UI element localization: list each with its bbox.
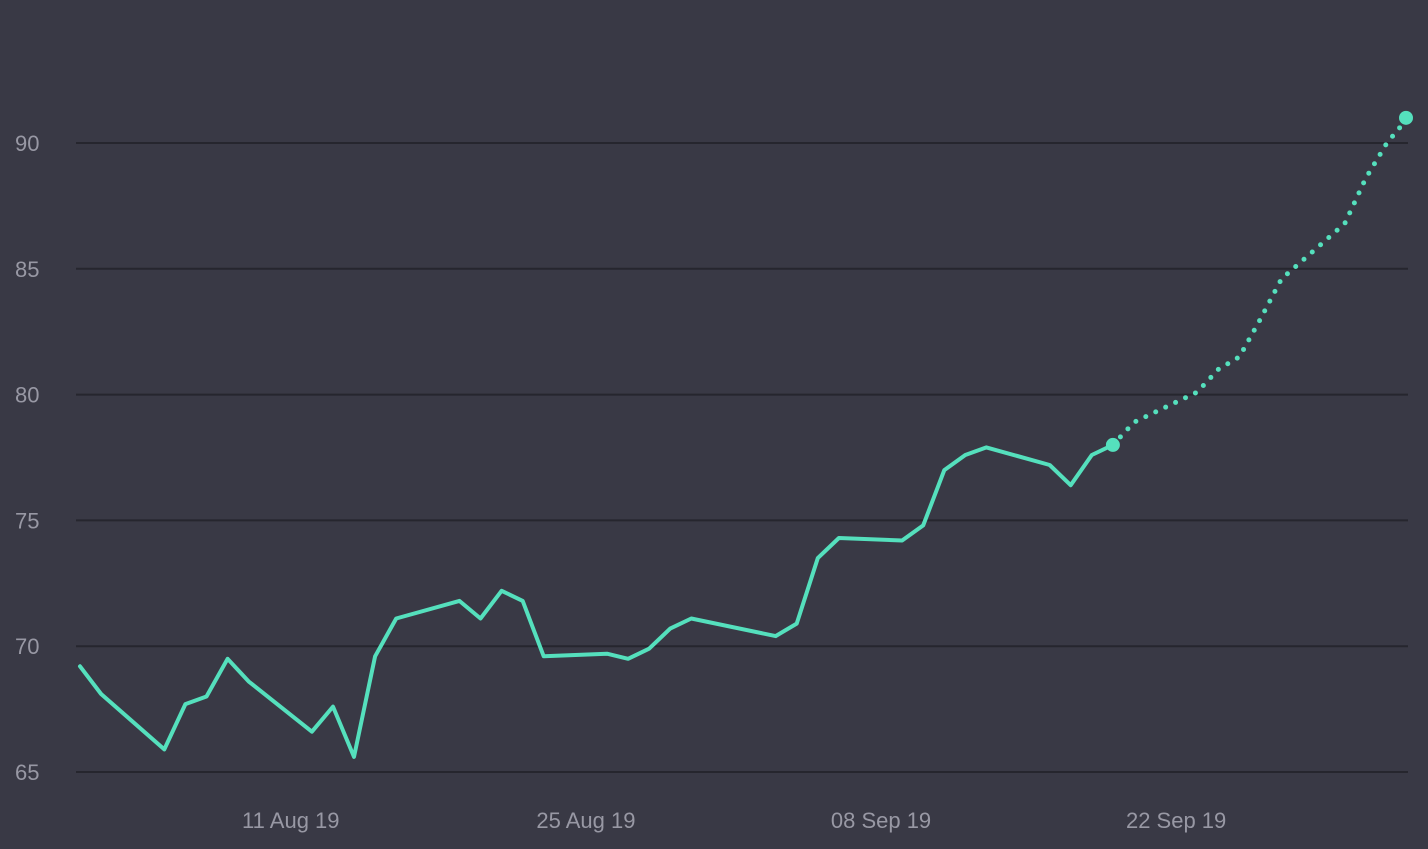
data-point — [1069, 483, 1073, 487]
data-point — [226, 657, 230, 661]
data-point — [457, 599, 461, 603]
actual-line — [78, 442, 1115, 759]
y-tick-label: 75 — [15, 508, 39, 533]
data-point — [774, 634, 778, 638]
data-point — [99, 692, 103, 696]
y-tick-label: 70 — [15, 634, 39, 659]
x-tick-label: 08 Sep 19 — [831, 808, 931, 833]
data-point — [352, 755, 356, 759]
data-point — [626, 657, 630, 661]
last-actual-point-marker — [1105, 437, 1120, 452]
data-point — [837, 536, 841, 540]
data-point — [162, 747, 166, 751]
x-tick-label: 22 Sep 19 — [1126, 808, 1226, 833]
forecast-point — [1385, 141, 1389, 145]
data-point — [921, 523, 925, 527]
data-point — [521, 599, 525, 603]
forecast-point — [1216, 367, 1220, 371]
data-point — [500, 589, 504, 593]
x-tick-label: 11 Aug 19 — [242, 808, 339, 833]
y-tick-label: 80 — [15, 383, 39, 408]
data-point — [689, 617, 693, 621]
forecast-end-point-marker — [1399, 110, 1413, 125]
data-point — [247, 679, 251, 683]
data-point — [668, 627, 672, 631]
series-markers — [78, 110, 1413, 759]
data-point — [963, 453, 967, 457]
data-point — [204, 695, 208, 699]
data-point — [310, 730, 314, 734]
y-tick-label: 85 — [15, 257, 39, 282]
data-point — [394, 617, 398, 621]
data-point — [647, 647, 651, 651]
forecast-point — [1132, 420, 1136, 424]
forecast-point — [1343, 222, 1347, 226]
data-point — [605, 652, 609, 656]
data-point — [1090, 453, 1094, 457]
y-axis-ticks: 65 70 75 80 85 90 — [15, 131, 39, 785]
data-point — [795, 622, 799, 626]
data-point — [479, 617, 483, 621]
data-point — [942, 468, 946, 472]
forecast-line — [1110, 115, 1411, 448]
gridlines — [76, 142, 1408, 773]
y-tick-label: 65 — [15, 760, 39, 785]
forecast-point — [1280, 277, 1284, 281]
forecast-point — [1195, 390, 1199, 394]
data-point — [542, 654, 546, 658]
data-point — [78, 664, 82, 668]
data-point — [1048, 463, 1052, 467]
forecast-point — [1364, 176, 1368, 180]
forecast-point — [1258, 317, 1262, 321]
x-axis-ticks: 11 Aug 19 25 Aug 19 08 Sep 19 22 Sep 19 — [242, 808, 1226, 833]
x-tick-label: 25 Aug 19 — [536, 808, 635, 833]
data-point — [331, 705, 335, 709]
series-layer — [78, 115, 1411, 759]
forecast-point — [1237, 355, 1241, 359]
data-point — [984, 445, 988, 449]
data-point — [816, 556, 820, 560]
data-point — [900, 539, 904, 543]
data-point — [183, 702, 187, 706]
data-point — [373, 654, 377, 658]
y-tick-label: 90 — [15, 131, 39, 156]
